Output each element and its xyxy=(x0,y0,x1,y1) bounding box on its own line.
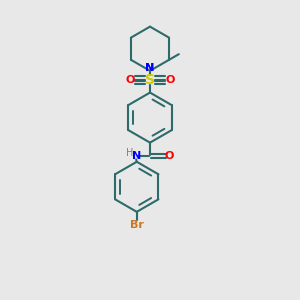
Text: Br: Br xyxy=(130,220,144,230)
Text: H: H xyxy=(126,148,134,158)
Text: N: N xyxy=(131,151,141,161)
Text: N: N xyxy=(146,63,154,73)
Text: O: O xyxy=(165,75,174,85)
Text: O: O xyxy=(126,75,135,85)
Text: N: N xyxy=(146,63,154,73)
Text: O: O xyxy=(165,151,174,161)
Text: S: S xyxy=(145,73,155,87)
